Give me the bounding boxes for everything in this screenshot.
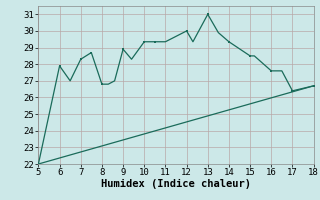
- X-axis label: Humidex (Indice chaleur): Humidex (Indice chaleur): [101, 179, 251, 189]
